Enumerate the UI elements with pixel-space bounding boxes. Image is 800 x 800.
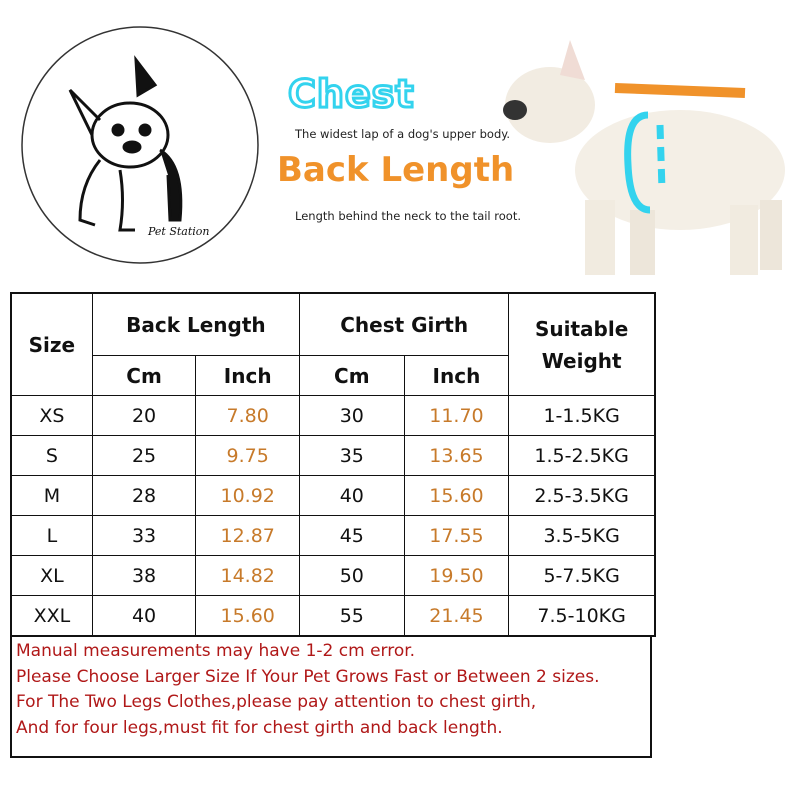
note: Manual measurements may have 1-2 cm erro… xyxy=(16,641,416,661)
dog-photo xyxy=(503,40,785,275)
cell-back-in: 14.82 xyxy=(195,555,301,596)
cell-chest-in: 19.50 xyxy=(403,555,510,596)
cell-chest-cm: 50 xyxy=(299,555,405,596)
notes-box: Manual measurements may have 1-2 cm erro… xyxy=(10,637,652,758)
cell-back-in: 12.87 xyxy=(195,515,301,556)
cell-back-cm: 33 xyxy=(91,515,197,556)
cell-chest-in: 11.70 xyxy=(403,395,510,436)
cell-size: XXL xyxy=(10,595,93,637)
note: For The Two Legs Clothes,please pay atte… xyxy=(16,692,537,712)
header-weight: Suitable Weight xyxy=(508,292,656,396)
header-chest-inch: Inch xyxy=(403,355,510,396)
cell-chest-cm: 30 xyxy=(299,395,405,436)
cell-chest-cm: 55 xyxy=(299,595,405,637)
bulldog-icon xyxy=(68,55,183,232)
table-row: XS 20 7.80 30 11.70 1-1.5KG xyxy=(10,395,656,436)
cell-back-in: 10.92 xyxy=(195,475,301,516)
logo-text: Pet Station xyxy=(147,225,210,238)
cell-weight: 5-7.5KG xyxy=(508,555,656,596)
chest-marker xyxy=(624,111,651,214)
cell-chest-in: 13.65 xyxy=(403,435,510,476)
cell-chest-in: 15.60 xyxy=(403,475,510,516)
cell-back-cm: 38 xyxy=(91,555,197,596)
back-length-title: Back Length xyxy=(277,150,515,190)
cell-back-cm: 28 xyxy=(91,475,197,516)
note: And for four legs,must fit for chest gir… xyxy=(16,717,503,738)
header-size: Size xyxy=(10,292,93,396)
back-length-marker xyxy=(614,83,746,98)
chest-description: The widest lap of a dog's upper body. xyxy=(295,127,511,141)
cell-chest-cm: 45 xyxy=(299,515,405,556)
cell-size: S xyxy=(10,435,93,476)
table-row: S 25 9.75 35 13.65 1.5-2.5KG xyxy=(10,435,656,476)
cell-back-in: 7.80 xyxy=(195,395,301,436)
note: Please Choose Larger Size If Your Pet Gr… xyxy=(16,666,600,687)
cell-size: XL xyxy=(10,555,93,596)
cell-weight: 1-1.5KG xyxy=(508,395,656,436)
table-row: XXL 40 15.60 55 21.45 7.5-10KG xyxy=(10,595,656,637)
size-chart-table: Size Back Length Chest Girth Suitable We… xyxy=(10,292,656,637)
cell-back-in: 9.75 xyxy=(195,435,301,476)
pet-station-logo: Pet Station xyxy=(21,26,259,264)
chest-title: Chest xyxy=(287,71,415,118)
table-row: L 33 12.87 45 17.55 3.5-5KG xyxy=(10,515,656,556)
cell-back-cm: 20 xyxy=(91,395,197,436)
cell-weight: 3.5-5KG xyxy=(508,515,656,556)
cell-size: XS xyxy=(10,395,93,436)
cell-chest-cm: 40 xyxy=(299,475,405,516)
cell-chest-in: 21.45 xyxy=(403,595,510,637)
table-row: XL 38 14.82 50 19.50 5-7.5KG xyxy=(10,555,656,596)
cell-weight: 7.5-10KG xyxy=(508,595,656,637)
header-chest-girth: Chest Girth xyxy=(299,292,510,356)
cell-back-cm: 25 xyxy=(91,435,197,476)
cell-size: M xyxy=(10,475,93,516)
cell-chest-in: 17.55 xyxy=(403,515,510,556)
table-row: M 28 10.92 40 15.60 2.5-3.5KG xyxy=(10,475,656,516)
header-back-cm: Cm xyxy=(91,355,197,396)
header-back-length: Back Length xyxy=(91,292,301,356)
cell-chest-cm: 35 xyxy=(299,435,405,476)
cell-back-in: 15.60 xyxy=(195,595,301,637)
cell-back-cm: 40 xyxy=(91,595,197,637)
cell-weight: 1.5-2.5KG xyxy=(508,435,656,476)
cell-size: L xyxy=(10,515,93,556)
back-length-description: Length behind the neck to the tail root. xyxy=(295,209,521,223)
cell-weight: 2.5-3.5KG xyxy=(508,475,656,516)
header-back-inch: Inch xyxy=(195,355,301,396)
header-chest-cm: Cm xyxy=(299,355,405,396)
